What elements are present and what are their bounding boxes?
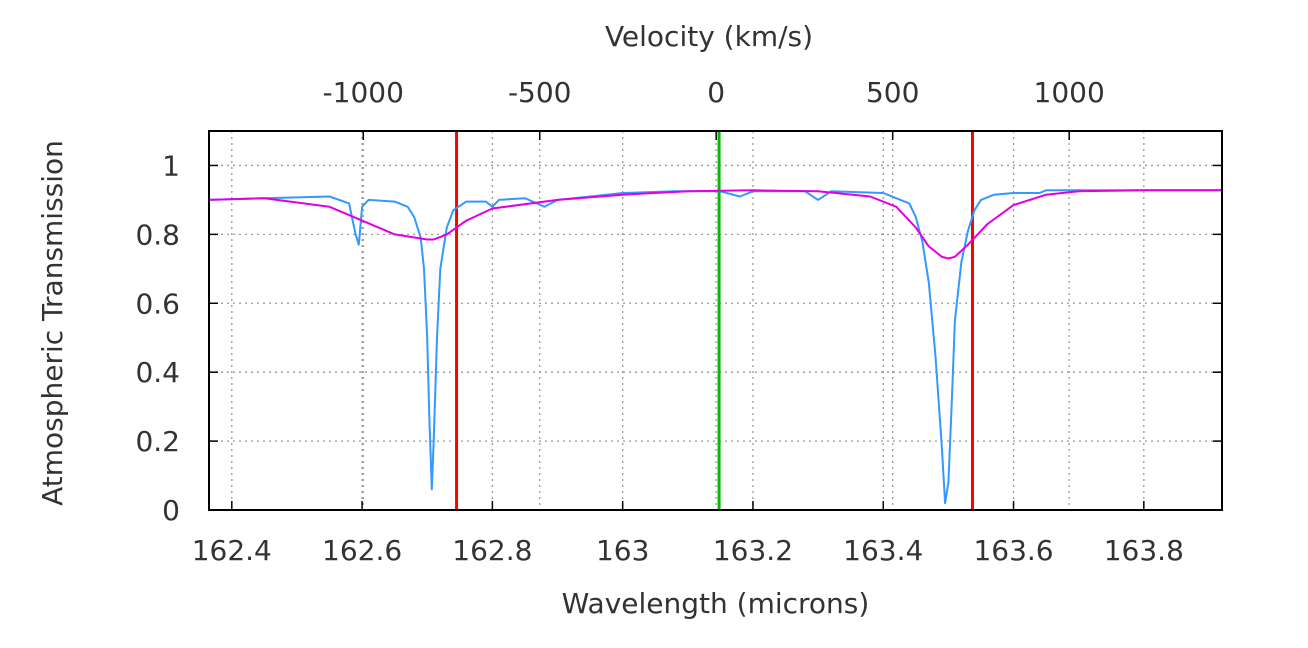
- x2-tick-label: 0: [707, 76, 725, 109]
- tick-labels: 162.4 162.6 162.8 163 163.2 163.4 163.6 163.8 -1…: [135, 76, 1183, 567]
- y-tick-label: 0.2: [135, 425, 180, 458]
- x2-tick-label: 1000: [1034, 76, 1105, 109]
- x2-tick-label: 500: [866, 76, 919, 109]
- series-lines: [208, 189, 1222, 505]
- x-tick-label: 162.6: [322, 534, 402, 567]
- y-tick-label: 0.6: [135, 287, 180, 320]
- grid: [209, 131, 1222, 510]
- series-line: [208, 189, 1222, 505]
- x-tick-label: 163: [596, 534, 649, 567]
- plot-frame: [208, 130, 1223, 511]
- y-tick-label: 0.4: [135, 356, 180, 389]
- x2-tick-label: -1000: [323, 76, 404, 109]
- x-tick-label: 162.4: [192, 534, 272, 567]
- x-tick-label: 163.4: [843, 534, 923, 567]
- y-tick-label: 1: [162, 149, 180, 182]
- y-tick-label: 0: [162, 494, 180, 527]
- x-tick-label: 163.2: [713, 534, 793, 567]
- x-axis-title: Wavelength (microns): [562, 587, 870, 620]
- marker-lines: [455, 131, 974, 510]
- y-axis-title: Atmospheric Transmission: [36, 140, 69, 506]
- series-line: [208, 189, 1222, 260]
- x-tick-label: 163.6: [973, 534, 1053, 567]
- tick-marks: [209, 131, 1222, 511]
- y-tick-label: 0.8: [135, 218, 180, 251]
- x2-tick-label: -500: [508, 76, 572, 109]
- x-tick-label: 162.8: [452, 534, 532, 567]
- top-axis-title: Velocity (km/s): [605, 20, 813, 53]
- x-tick-label: 163.8: [1104, 534, 1184, 567]
